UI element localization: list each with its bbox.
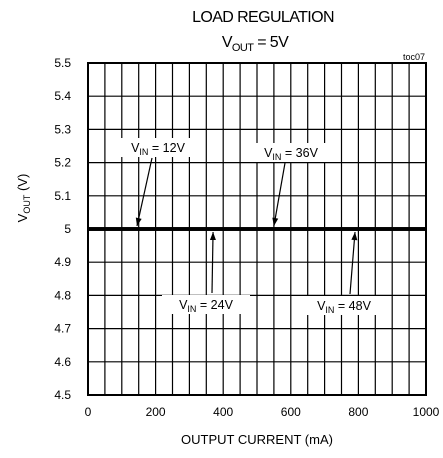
callout-pointer bbox=[349, 231, 356, 295]
y-tick-label: 4.7 bbox=[54, 322, 71, 336]
figure-tag: toc07 bbox=[403, 52, 425, 62]
callout-arrowhead bbox=[135, 217, 142, 226]
y-tick-label: 4.5 bbox=[54, 388, 71, 402]
y-tick-label: 4.9 bbox=[54, 255, 71, 269]
callout-label-bg bbox=[118, 138, 198, 157]
y-tick-label: 5.3 bbox=[54, 122, 71, 136]
chart-title: LOAD REGULATION bbox=[192, 9, 334, 26]
x-tick-label: 800 bbox=[348, 405, 368, 419]
x-axis-label: OUTPUT CURRENT (mA) bbox=[181, 432, 333, 447]
callout-label: VIN = 36V bbox=[264, 146, 318, 162]
x-tick-label: 200 bbox=[146, 405, 166, 419]
x-tick-label: 0 bbox=[85, 405, 92, 419]
callout-label: VIN = 12V bbox=[131, 141, 185, 157]
callout-label-bg bbox=[162, 295, 250, 314]
y-tick-label: 5.1 bbox=[54, 189, 71, 203]
callout-label: VIN = 24V bbox=[179, 298, 233, 314]
callout-pointer bbox=[211, 231, 214, 294]
chart-subtitle: VOUT = 5V bbox=[222, 34, 289, 54]
callout-arrowhead bbox=[351, 232, 358, 241]
x-tick-label: 600 bbox=[281, 405, 301, 419]
tick-labels: 0 200 400 600 800 1000 4.5 4.6 4.7 4.8 4.9 5 5.1 5.2 5… bbox=[54, 56, 439, 419]
y-axis-label: VOUT (V) bbox=[15, 174, 32, 223]
callout-pointer bbox=[273, 162, 286, 227]
x-tick-label: 400 bbox=[213, 405, 233, 419]
callout-label: VIN = 48V bbox=[317, 299, 371, 315]
callout-pointer bbox=[136, 157, 153, 227]
callout-arrowhead bbox=[209, 232, 216, 241]
annotations: VIN = 12V VIN = 36V VIN = 24V VIN = 48V bbox=[118, 138, 388, 315]
callout-label-bg bbox=[249, 143, 333, 162]
y-tick-label: 5.4 bbox=[54, 89, 71, 103]
callout-label-bg bbox=[300, 296, 388, 315]
plot-frame bbox=[87, 62, 427, 396]
y-tick-label: 5.5 bbox=[54, 56, 71, 70]
y-tick-label: 5.2 bbox=[54, 156, 71, 170]
y-tick-label: 4.6 bbox=[54, 355, 71, 369]
x-tick-label: 1000 bbox=[413, 405, 440, 419]
y-tick-label: 5 bbox=[64, 222, 71, 236]
callout-arrowhead bbox=[272, 217, 279, 226]
y-tick-label: 4.8 bbox=[54, 288, 71, 302]
